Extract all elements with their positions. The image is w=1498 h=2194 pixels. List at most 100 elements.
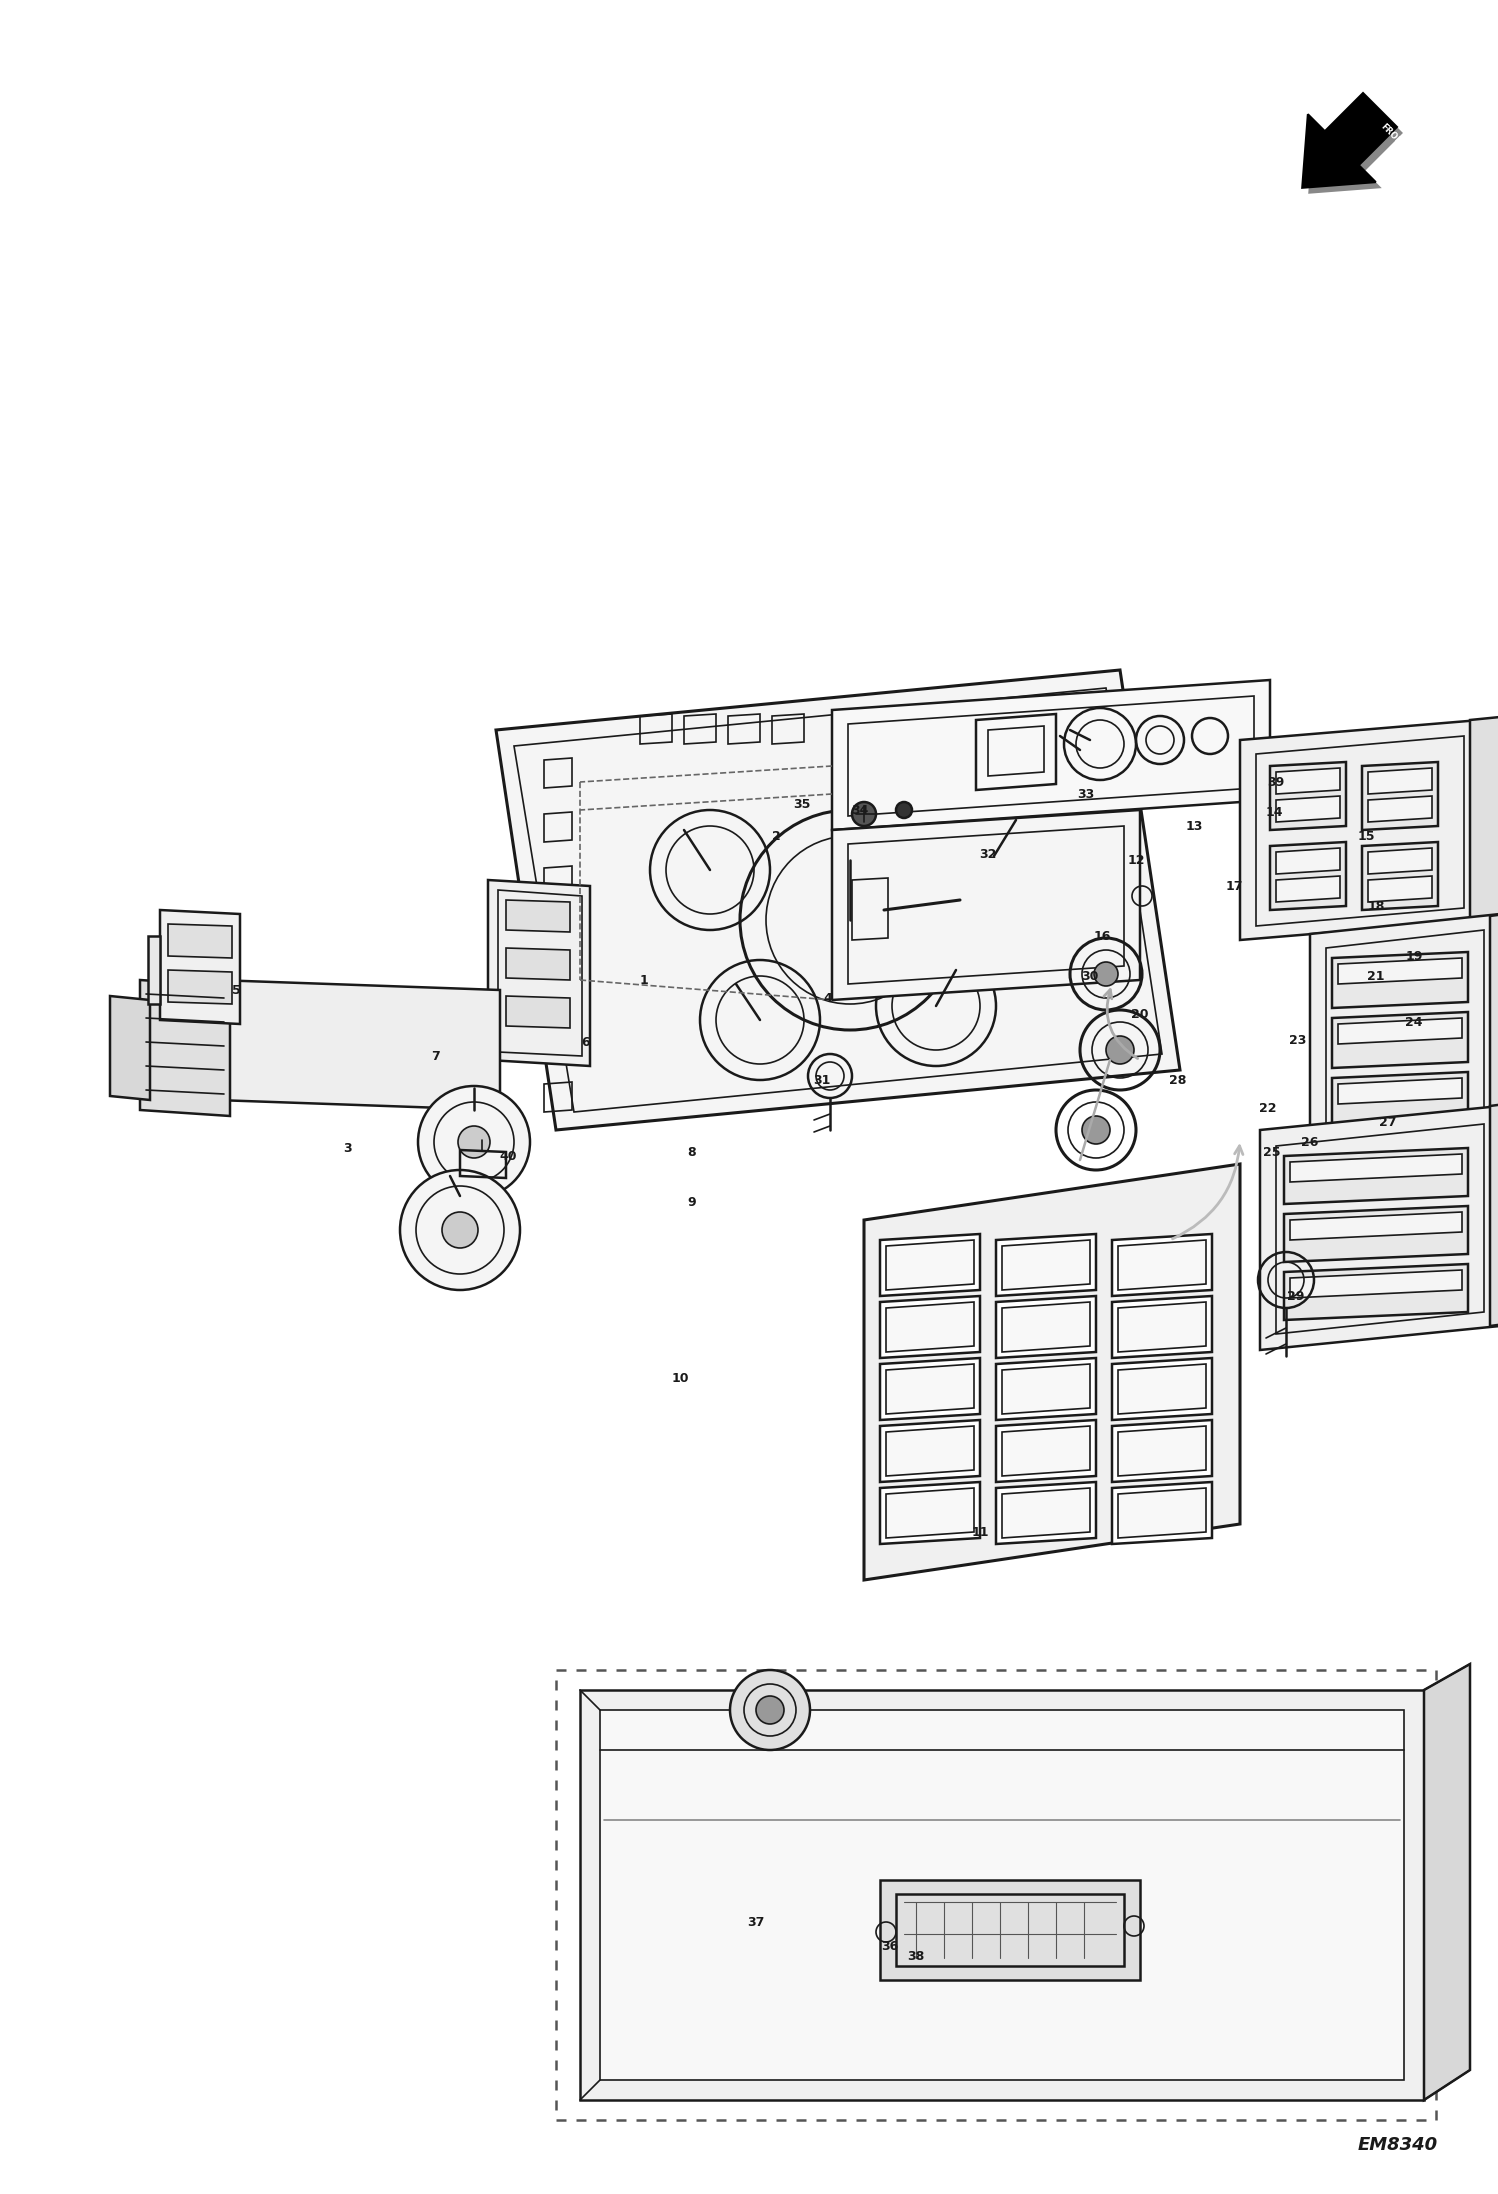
- Polygon shape: [1284, 1207, 1468, 1262]
- Polygon shape: [216, 981, 500, 1110]
- Circle shape: [852, 803, 876, 825]
- Text: 8: 8: [688, 1145, 697, 1158]
- Text: 23: 23: [1290, 1033, 1306, 1047]
- Text: 20: 20: [1131, 1007, 1149, 1020]
- Polygon shape: [1368, 796, 1432, 823]
- Polygon shape: [1276, 875, 1341, 902]
- Text: 31: 31: [813, 1073, 831, 1086]
- Polygon shape: [1332, 1011, 1468, 1068]
- Polygon shape: [1362, 761, 1438, 829]
- Circle shape: [418, 1086, 530, 1198]
- Text: 19: 19: [1405, 950, 1423, 963]
- Polygon shape: [1276, 849, 1341, 873]
- Polygon shape: [879, 1233, 980, 1297]
- Polygon shape: [996, 1297, 1097, 1358]
- Text: 28: 28: [1170, 1073, 1186, 1086]
- Polygon shape: [1002, 1365, 1091, 1413]
- Polygon shape: [879, 1420, 980, 1481]
- Text: 39: 39: [1267, 774, 1285, 788]
- Text: 25: 25: [1263, 1145, 1281, 1158]
- Polygon shape: [885, 1488, 974, 1538]
- Polygon shape: [1308, 99, 1404, 193]
- Polygon shape: [996, 1481, 1097, 1545]
- Polygon shape: [148, 937, 160, 1005]
- Polygon shape: [506, 948, 571, 981]
- Text: 3: 3: [343, 1141, 352, 1154]
- Polygon shape: [1309, 915, 1498, 1150]
- Polygon shape: [1260, 1106, 1498, 1349]
- Text: 1: 1: [640, 974, 649, 987]
- Polygon shape: [1425, 1663, 1470, 2100]
- FancyArrowPatch shape: [1173, 1145, 1243, 1240]
- Text: 7: 7: [431, 1049, 440, 1062]
- Polygon shape: [1118, 1240, 1206, 1290]
- Bar: [556, 1670, 1437, 2119]
- Polygon shape: [885, 1426, 974, 1477]
- Circle shape: [756, 1696, 783, 1724]
- Polygon shape: [1002, 1301, 1091, 1352]
- Polygon shape: [1284, 1264, 1468, 1321]
- Polygon shape: [1290, 1270, 1462, 1299]
- Polygon shape: [160, 911, 240, 1025]
- Circle shape: [1094, 961, 1118, 985]
- Text: 12: 12: [1128, 853, 1144, 867]
- Polygon shape: [506, 900, 571, 932]
- Polygon shape: [1240, 720, 1480, 939]
- Text: 10: 10: [671, 1371, 689, 1384]
- Polygon shape: [1302, 92, 1398, 189]
- Text: 30: 30: [1082, 970, 1098, 983]
- Text: 22: 22: [1260, 1101, 1276, 1115]
- Polygon shape: [1118, 1365, 1206, 1413]
- Text: 27: 27: [1380, 1115, 1396, 1128]
- Polygon shape: [1368, 875, 1432, 902]
- Text: 37: 37: [748, 1915, 764, 1929]
- Text: 16: 16: [1094, 930, 1110, 943]
- Text: 13: 13: [1185, 821, 1203, 832]
- Text: 9: 9: [688, 1196, 697, 1209]
- Text: 4: 4: [824, 992, 833, 1005]
- Polygon shape: [168, 970, 232, 1005]
- Text: FRONT: FRONT: [1378, 123, 1408, 151]
- Text: EM8340: EM8340: [1357, 2137, 1438, 2155]
- Text: 33: 33: [1077, 788, 1095, 801]
- Polygon shape: [1368, 849, 1432, 873]
- Polygon shape: [1284, 1147, 1468, 1205]
- Polygon shape: [1338, 1018, 1462, 1044]
- Polygon shape: [488, 880, 590, 1066]
- Text: 26: 26: [1302, 1136, 1318, 1147]
- Polygon shape: [831, 680, 1270, 829]
- Circle shape: [442, 1211, 478, 1248]
- Circle shape: [730, 1670, 810, 1751]
- FancyArrowPatch shape: [1104, 989, 1137, 1058]
- Polygon shape: [879, 1358, 980, 1420]
- Polygon shape: [996, 1358, 1097, 1420]
- Polygon shape: [580, 1689, 1425, 2100]
- Text: 34: 34: [851, 803, 869, 816]
- Polygon shape: [1368, 768, 1432, 794]
- Text: 6: 6: [581, 1036, 590, 1049]
- Text: 2: 2: [771, 829, 780, 842]
- Polygon shape: [1491, 913, 1498, 1136]
- Polygon shape: [496, 669, 1180, 1130]
- Polygon shape: [879, 1481, 980, 1545]
- Polygon shape: [1470, 715, 1498, 939]
- Polygon shape: [1002, 1488, 1091, 1538]
- Text: 18: 18: [1368, 900, 1384, 913]
- Polygon shape: [1332, 1073, 1468, 1128]
- Polygon shape: [1118, 1301, 1206, 1352]
- Polygon shape: [1002, 1426, 1091, 1477]
- Text: 36: 36: [881, 1939, 899, 1953]
- Polygon shape: [879, 1297, 980, 1358]
- Polygon shape: [1112, 1358, 1212, 1420]
- Text: 5: 5: [232, 983, 240, 996]
- Circle shape: [1106, 1036, 1134, 1064]
- Circle shape: [896, 803, 912, 818]
- Polygon shape: [885, 1240, 974, 1290]
- Polygon shape: [1276, 796, 1341, 823]
- Polygon shape: [831, 810, 1140, 1000]
- Text: 11: 11: [971, 1525, 989, 1538]
- Text: 29: 29: [1287, 1290, 1305, 1303]
- Polygon shape: [1362, 842, 1438, 911]
- Polygon shape: [996, 1233, 1097, 1297]
- Text: 17: 17: [1225, 880, 1243, 893]
